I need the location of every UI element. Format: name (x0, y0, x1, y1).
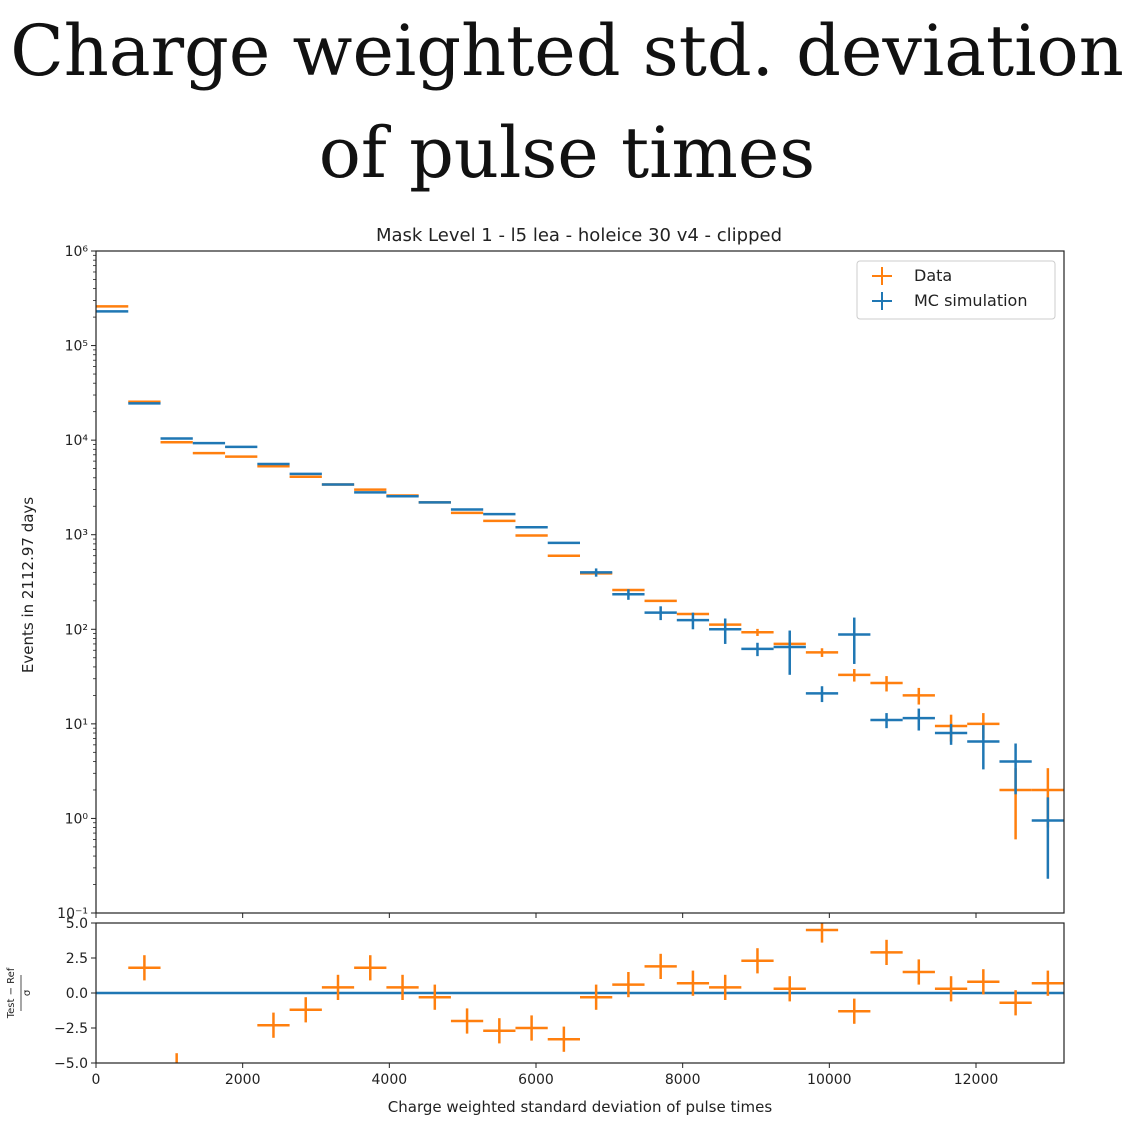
mc-point (902, 708, 935, 731)
ratio-point (418, 984, 451, 1010)
ratio-point (644, 953, 677, 979)
x-tick-label: 10000 (807, 1072, 852, 1088)
ratio-point (838, 998, 871, 1024)
mc-point (870, 713, 903, 729)
mc-point (580, 568, 613, 577)
ratio-y-axis-label: Test − Ref σ (6, 967, 33, 1019)
x-tick-label: 8000 (665, 1072, 701, 1088)
data-point (741, 628, 774, 636)
y-tick-label: 10¹ (65, 717, 88, 733)
ratio-y-tick-label: −2.5 (54, 1021, 88, 1037)
ratio-point (547, 1026, 580, 1052)
ratio-point (709, 974, 742, 1000)
ratio-point (515, 1015, 548, 1041)
ratio-point (805, 923, 839, 943)
ratio-point (321, 974, 355, 1000)
page-title-line1: Charge weighted std. deviation (10, 10, 1124, 92)
x-tick-label: 2000 (225, 1072, 261, 1088)
ratio-plot: Test − Ref σ −5.0 −2.5 0.0 2.5 5.0 0 2000 4000… (6, 913, 1065, 1116)
y-tick-label: 10⁴ (65, 433, 89, 449)
mc-point (999, 743, 1032, 795)
plot-title: Mask Level 1 - l5 lea - holeice 30 v4 - … (376, 225, 782, 246)
ratio-marks (128, 923, 1064, 1063)
mc-point (773, 630, 806, 675)
ratio-point (257, 1012, 290, 1038)
page-title-line2: of pulse times (318, 112, 816, 194)
mc-point (934, 723, 968, 745)
page-title: Charge weighted std. deviation of pulse … (0, 0, 1134, 204)
y-tick-label: 10⁰ (65, 811, 89, 827)
y-tick-label: 10⁶ (65, 244, 89, 260)
ratio-y-tick-label: 5.0 (66, 916, 88, 932)
ratio-point (354, 955, 387, 981)
plot-frame (95, 250, 1065, 914)
data-point (902, 687, 935, 705)
legend-box (856, 260, 1056, 320)
ratio-point (128, 955, 161, 981)
ratio-point (1031, 970, 1064, 996)
mc-point (1031, 797, 1064, 879)
x-tick-label: 4000 (372, 1072, 408, 1088)
legend-data-label: Data (914, 266, 952, 285)
ratio-y-ticks: −5.0 −2.5 0.0 2.5 5.0 (54, 916, 96, 1072)
data-marks (96, 305, 1064, 879)
ratio-point (580, 984, 613, 1010)
data-point (838, 669, 871, 682)
mc-point (741, 642, 774, 657)
y-tick-label: 10⁵ (65, 339, 88, 355)
mc-point (709, 618, 742, 644)
data-point (805, 648, 839, 657)
y-tick-label: 10² (65, 622, 88, 638)
y-axis-label: Events in 2112.97 days (19, 497, 37, 673)
x-axis-label: Charge weighted standard deviation of pu… (388, 1098, 773, 1116)
x-tick-label: 0 (92, 1072, 101, 1088)
legend-mc-label: MC simulation (914, 291, 1027, 310)
ratio-frame (95, 922, 1065, 1064)
ratio-point (612, 972, 645, 998)
ratio-ylabel-numerator: Test − Ref (6, 967, 17, 1019)
x-tick-label: 12000 (954, 1072, 999, 1088)
ratio-point (934, 976, 968, 1002)
mc-point (612, 589, 645, 600)
x-ticks: 0 2000 4000 6000 8000 10000 12000 (92, 913, 999, 1088)
y-tick-label: 10⁻¹ (57, 906, 88, 922)
ratio-point (902, 959, 935, 985)
main-plot: Mask Level 1 - l5 lea - holeice 30 v4 - … (19, 225, 1065, 922)
ratio-point (676, 970, 710, 996)
ratio-y-tick-label: −5.0 (54, 1056, 88, 1072)
mc-point (838, 617, 871, 664)
ratio-y-tick-label: 0.0 (66, 986, 88, 1002)
ratio-point (999, 990, 1032, 1016)
ratio-point (870, 939, 903, 965)
ratio-point (483, 1018, 516, 1044)
mc-point (644, 606, 677, 621)
ratio-point (386, 974, 419, 1000)
ratio-point (967, 969, 1000, 995)
ratio-point (289, 997, 322, 1023)
ratio-point (741, 948, 774, 974)
ratio-point (773, 976, 806, 1002)
mc-point (805, 686, 839, 703)
mc-point (676, 612, 710, 630)
legend: Data MC simulation (856, 260, 1056, 320)
ratio-ylabel-denominator: σ (22, 989, 33, 996)
x-tick-label: 6000 (518, 1072, 554, 1088)
ratio-point (450, 1008, 484, 1034)
y-tick-label: 10³ (65, 528, 88, 544)
y-ticks: 10⁻¹ 10⁰ 10¹ 10² 10³ 10⁴ 10⁵ 10⁶ (57, 244, 96, 922)
data-point (870, 676, 903, 692)
mc-point (967, 725, 1000, 770)
ratio-y-tick-label: 2.5 (66, 951, 88, 967)
